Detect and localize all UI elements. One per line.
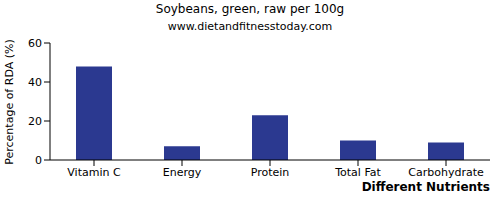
svg-text:Energy: Energy [163,166,202,179]
svg-text:40: 40 [28,76,42,89]
html-text:Percentage of RDA (%): Percentage of RDA (%) [3,39,16,165]
svg-text:60: 60 [28,37,42,50]
svg-text:Vitamin C: Vitamin C [67,166,121,179]
svg-text:Protein: Protein [251,166,290,179]
svg-text:20: 20 [28,115,42,128]
html-text:Soybeans, green, raw per 100g: Soybeans, green, raw per 100g [155,2,345,16]
svg-text:0: 0 [35,154,42,167]
html-text:www.dietandfitnesstoday.com: www.dietandfitnesstoday.com [167,20,333,33]
svg-text:Carbohydrate: Carbohydrate [408,166,484,179]
html-text:Different Nutrients: Different Nutrients [361,180,490,194]
svg-text:Total Fat: Total Fat [334,166,381,179]
